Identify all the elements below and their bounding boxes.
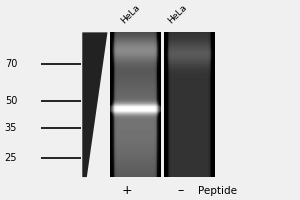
Text: 70: 70	[5, 59, 17, 69]
Text: 50: 50	[5, 96, 17, 106]
Text: Peptide: Peptide	[198, 186, 237, 196]
Text: 35: 35	[5, 123, 17, 133]
Polygon shape	[82, 32, 107, 177]
Text: +: +	[122, 184, 132, 197]
Text: HeLa: HeLa	[166, 3, 189, 26]
Text: –: –	[177, 184, 183, 197]
Text: 25: 25	[4, 153, 17, 163]
Text: HeLa: HeLa	[119, 3, 141, 26]
